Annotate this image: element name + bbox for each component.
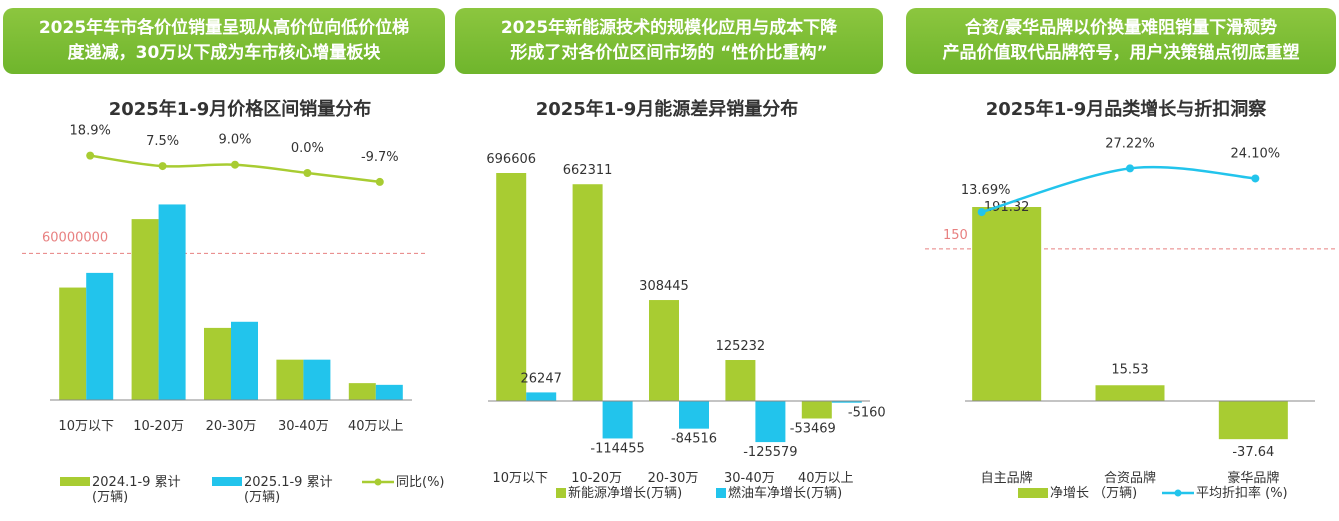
legend-swatch-nev <box>556 488 566 498</box>
yoy-point-3 <box>303 169 312 177</box>
discount-rate-label-0: 13.69% <box>961 183 1011 198</box>
discount-rate-label-1: 27.22% <box>1105 136 1155 151</box>
chart-3-title: 2025年1-9月品类增长与折扣洞察 <box>985 99 1267 120</box>
discount-rate-point-1 <box>1126 164 1134 173</box>
data-label-ice-0: 26247 <box>521 371 562 386</box>
legend-label-2024: 2024.1-9 累计(万辆) <box>92 475 181 505</box>
bar-2024-4 <box>348 383 376 400</box>
bar-2024-2 <box>204 327 231 400</box>
data-label-nev-2: 308445 <box>639 279 689 294</box>
discount-rate-point-0 <box>977 208 986 217</box>
yoy-label-1: 7.5% <box>146 134 179 149</box>
bar-ice-3 <box>755 401 786 443</box>
data-label-nev-3: 125232 <box>716 339 766 354</box>
bar-2025-0 <box>86 272 114 400</box>
yoy-label-3: 0.0% <box>291 141 324 156</box>
data-label-nev-1: 662311 <box>563 163 613 178</box>
x-tick-label-4: 40万以上 <box>798 471 854 486</box>
legend-swatch-discount-dot <box>1174 489 1182 497</box>
bar-growth-2 <box>1218 401 1288 440</box>
legend-label-nev: 新能源净增长(万辆) <box>568 485 682 501</box>
legend-label-yoy: 同比(%) <box>396 475 445 490</box>
yoy-point-2 <box>231 160 239 169</box>
data-label-ice-2: -84516 <box>671 432 717 447</box>
yoy-point-1 <box>158 162 167 171</box>
bar-nev-2 <box>649 300 679 401</box>
banner-1-line1: 2025年车市各价位销量呈现从高价位向低价位梯 <box>38 18 410 38</box>
banner-3-line2: 产品价值取代品牌符号，用户决策锚点彻底重塑 <box>942 43 1300 63</box>
x-tick-label-4: 40万以上 <box>348 419 404 434</box>
banner-1-line2: 度递减，30万以下成为车市核心增量板块 <box>67 43 381 63</box>
bar-2025-1 <box>158 204 186 400</box>
data-label-ice-3: -125579 <box>743 445 797 460</box>
yoy-point-0 <box>86 151 95 160</box>
banner-1: 2025年车市各价位销量呈现从高价位向低价位梯 度递减，30万以下成为车市核心增… <box>3 8 445 74</box>
data-label-growth-1: 15.53 <box>1111 362 1148 377</box>
bar-2025-3 <box>303 359 331 400</box>
bar-growth-1 <box>1095 385 1165 401</box>
x-tick-label-3: 30-40万 <box>724 471 775 486</box>
x-tick-label-0: 10万以下 <box>492 471 548 486</box>
legend-swatch-yoy-dot <box>374 478 382 486</box>
legend-swatch-growth <box>1018 488 1048 498</box>
chart-2-title: 2025年1-9月能源差异销量分布 <box>535 99 799 120</box>
bar-ice-0 <box>526 392 557 401</box>
bar-ice-2 <box>679 401 709 429</box>
bar-ice-1 <box>602 401 633 439</box>
banner-2: 2025年新能源技术的规模化应用与成本下降 形成了对各价位区间市场的 “性价比重… <box>455 8 883 74</box>
legend-label-2025: 2025.1-9 累计(万辆) <box>244 475 333 505</box>
yoy-line <box>90 154 380 184</box>
chart-1-title: 2025年1-9月价格区间销量分布 <box>108 99 372 120</box>
yoy-label-4: -9.7% <box>361 150 399 165</box>
x-tick-label-0: 自主品牌 <box>981 470 1033 486</box>
yoy-label-0: 18.9% <box>70 124 111 139</box>
legend-swatch-2024 <box>60 477 90 486</box>
legend-label-ice: 燃油车净增长(万辆) <box>728 485 842 501</box>
bar-ice-4 <box>831 401 862 403</box>
bar-2025-4 <box>375 384 403 400</box>
bar-nev-0 <box>496 173 527 401</box>
bar-nev-4 <box>801 401 832 419</box>
legend-label-discount: 平均折扣率 (%) <box>1196 485 1288 501</box>
x-tick-label-3: 30-40万 <box>278 419 329 434</box>
x-tick-label-1: 10-20万 <box>571 471 622 486</box>
reference-line-label: 60000000 <box>42 230 108 245</box>
bar-2024-0 <box>59 287 87 400</box>
bar-growth-0 <box>972 207 1042 401</box>
x-tick-label-1: 合资品牌 <box>1104 470 1156 486</box>
x-tick-label-2: 20-30万 <box>206 419 257 434</box>
data-label-ice-4: -5160 <box>848 406 886 421</box>
legend-swatch-2025 <box>212 477 242 486</box>
bar-2024-3 <box>276 359 304 400</box>
x-tick-label-2: 20-30万 <box>648 471 699 486</box>
data-label-ice-1: -114455 <box>590 441 644 456</box>
bar-2024-1 <box>131 219 159 400</box>
banner-2-line1: 2025年新能源技术的规模化应用与成本下降 <box>500 18 838 38</box>
data-label-nev-4: -53469 <box>790 422 836 437</box>
yoy-point-4 <box>375 177 384 186</box>
data-label-growth-2: -37.64 <box>1232 445 1274 460</box>
reference-line-label: 150 <box>943 228 968 243</box>
banner-3: 合资/豪华品牌以价换量难阻销量下滑颓势 产品价值取代品牌符号，用户决策锚点彻底重… <box>906 8 1336 74</box>
data-label-nev-0: 696606 <box>486 152 536 167</box>
legend-swatch-ice <box>716 488 726 498</box>
data-label-growth-0: 191.32 <box>984 200 1030 215</box>
bar-nev-1 <box>572 184 603 401</box>
legend-label-growth: 净增长 （万辆) <box>1050 486 1137 501</box>
discount-rate-label-2: 24.10% <box>1231 146 1281 161</box>
discount-rate-point-2 <box>1251 174 1260 183</box>
x-tick-label-2: 豪华品牌 <box>1227 470 1279 486</box>
bar-2025-2 <box>231 321 258 400</box>
x-tick-label-1: 10-20万 <box>133 419 184 434</box>
x-tick-label-0: 10万以下 <box>58 419 114 434</box>
banner-3-line1: 合资/豪华品牌以价换量难阻销量下滑颓势 <box>964 18 1278 38</box>
bar-nev-3 <box>725 360 756 401</box>
yoy-label-2: 9.0% <box>218 133 251 148</box>
banner-2-line2: 形成了对各价位区间市场的 “性价比重构” <box>510 43 828 63</box>
